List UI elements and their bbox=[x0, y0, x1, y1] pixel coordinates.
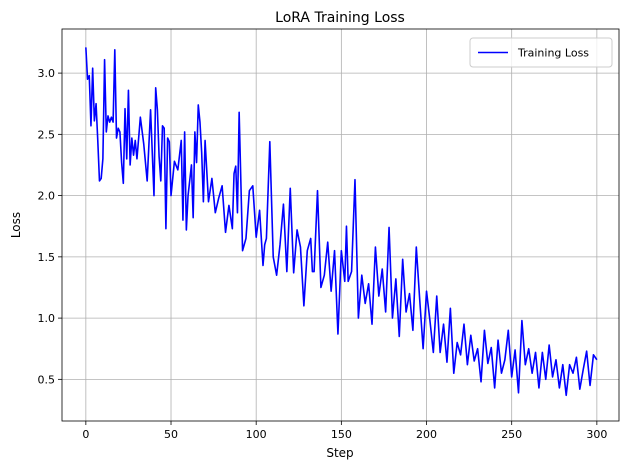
plot-area-frame bbox=[61, 28, 620, 422]
x-tick-label: 50 bbox=[164, 428, 178, 441]
grid-lines bbox=[62, 29, 619, 421]
y-tick-label: 0.5 bbox=[38, 373, 56, 386]
y-axis-ticks: 0.5 1.0 1.5 2.0 2.5 3.0 bbox=[38, 67, 62, 386]
x-tick-label: 100 bbox=[246, 428, 267, 441]
x-axis-label: Step bbox=[326, 446, 353, 460]
y-tick-label: 3.0 bbox=[38, 67, 56, 80]
legend: Training Loss bbox=[469, 37, 613, 68]
x-tick-label: 0 bbox=[82, 428, 89, 441]
legend-box bbox=[469, 37, 613, 68]
x-axis-ticks: 0 50 100 150 200 250 300 bbox=[82, 421, 607, 441]
x-tick-label: 300 bbox=[586, 428, 607, 441]
series-line-training-loss bbox=[85, 47, 598, 397]
y-axis-label: Loss bbox=[9, 212, 23, 238]
y-tick-label: 2.5 bbox=[38, 128, 56, 141]
y-tick-label: 1.0 bbox=[38, 312, 56, 325]
y-tick-label: 2.0 bbox=[38, 190, 56, 203]
x-tick-label: 250 bbox=[501, 428, 522, 441]
x-tick-label: 150 bbox=[331, 428, 352, 441]
series-layer bbox=[85, 47, 598, 397]
y-tick-label: 1.5 bbox=[38, 251, 56, 264]
legend-label-training-loss: Training Loss bbox=[517, 47, 589, 60]
chart-title: LoRA Training Loss bbox=[275, 10, 405, 26]
x-tick-label: 200 bbox=[416, 428, 437, 441]
